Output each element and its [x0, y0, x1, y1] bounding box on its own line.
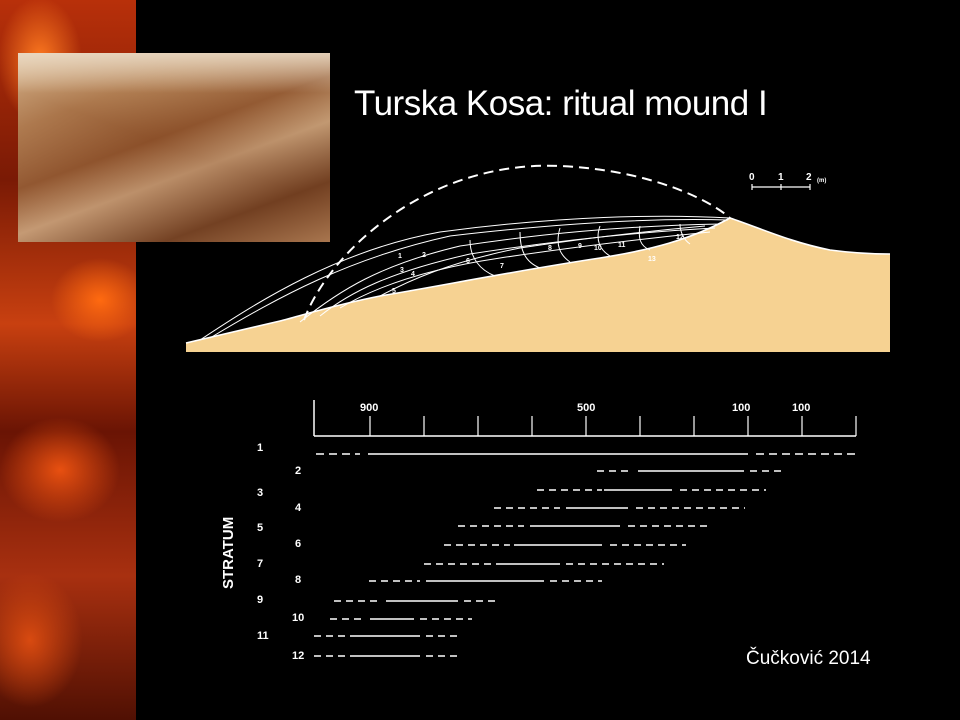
scale-unit: (m): [817, 178, 826, 184]
stratum-timeline: 900 500 100 100 STRATUM 1 2 3 4 5 6 7 8 …: [220, 400, 857, 662]
layer-label: 5: [392, 288, 396, 295]
timeline-label: 100: [792, 402, 810, 414]
layer-label: 8: [548, 245, 552, 252]
credit-text: Čučković 2014: [746, 648, 871, 669]
layer-label: 11: [618, 242, 626, 249]
layer-label: 2: [422, 252, 426, 259]
layer-label: 7: [500, 263, 504, 270]
stratum-number: 10: [292, 612, 304, 624]
mound-outline: [185, 217, 891, 344]
stratum-number: 9: [257, 594, 263, 606]
scale-label: 0: [749, 172, 755, 183]
mound-section: 1 2 3 4 5 6 7 8 9 10 11 12 13 0 1 2 (m): [185, 164, 891, 352]
scale-label: 1: [778, 172, 784, 183]
stratum-numbers: 1 2 3 4 5 6 7 8 9 10 11 12: [257, 442, 304, 662]
excavation-photo: [18, 53, 330, 242]
timeline-ticks: [369, 416, 857, 436]
page-title: Turska Kosa: ritual mound I: [354, 84, 768, 123]
layer-labels: 1 2 3 4 5 6 7 8 9 10 11 12 13: [392, 234, 684, 295]
timeline-label: 900: [360, 402, 378, 414]
stratum-number: 12: [292, 650, 304, 662]
stratum-number: 2: [295, 465, 301, 477]
timeline-label: 100: [732, 402, 750, 414]
stratum-number: 7: [257, 558, 263, 570]
stratum-number: 5: [257, 522, 263, 534]
layer-label: 4: [411, 271, 415, 278]
stratum-number: 8: [295, 574, 301, 586]
layer-label: 12: [676, 234, 684, 241]
stratum-number: 1: [257, 442, 263, 454]
layer-label: 1: [398, 253, 402, 260]
stratum-axis-title: STRATUM: [220, 517, 237, 589]
stratum-number: 11: [257, 630, 269, 642]
stratum-number: 6: [295, 538, 301, 550]
layer-label: 13: [648, 256, 656, 263]
stratum-bars: [314, 453, 856, 657]
scale-bar: 0 1 2 (m): [749, 172, 826, 190]
stratum-number: 4: [295, 502, 302, 514]
layer-label: 3: [400, 267, 404, 274]
mound-body: [186, 218, 890, 352]
stratum-lines: [199, 215, 731, 341]
reconstructed-mound-outline: [303, 164, 731, 321]
scale-label: 2: [806, 172, 812, 183]
stratum-number: 3: [257, 487, 263, 499]
layer-label: 6: [466, 258, 470, 265]
layer-label: 10: [594, 245, 602, 252]
timeline-label: 500: [577, 402, 595, 414]
layer-label: 9: [578, 243, 582, 250]
